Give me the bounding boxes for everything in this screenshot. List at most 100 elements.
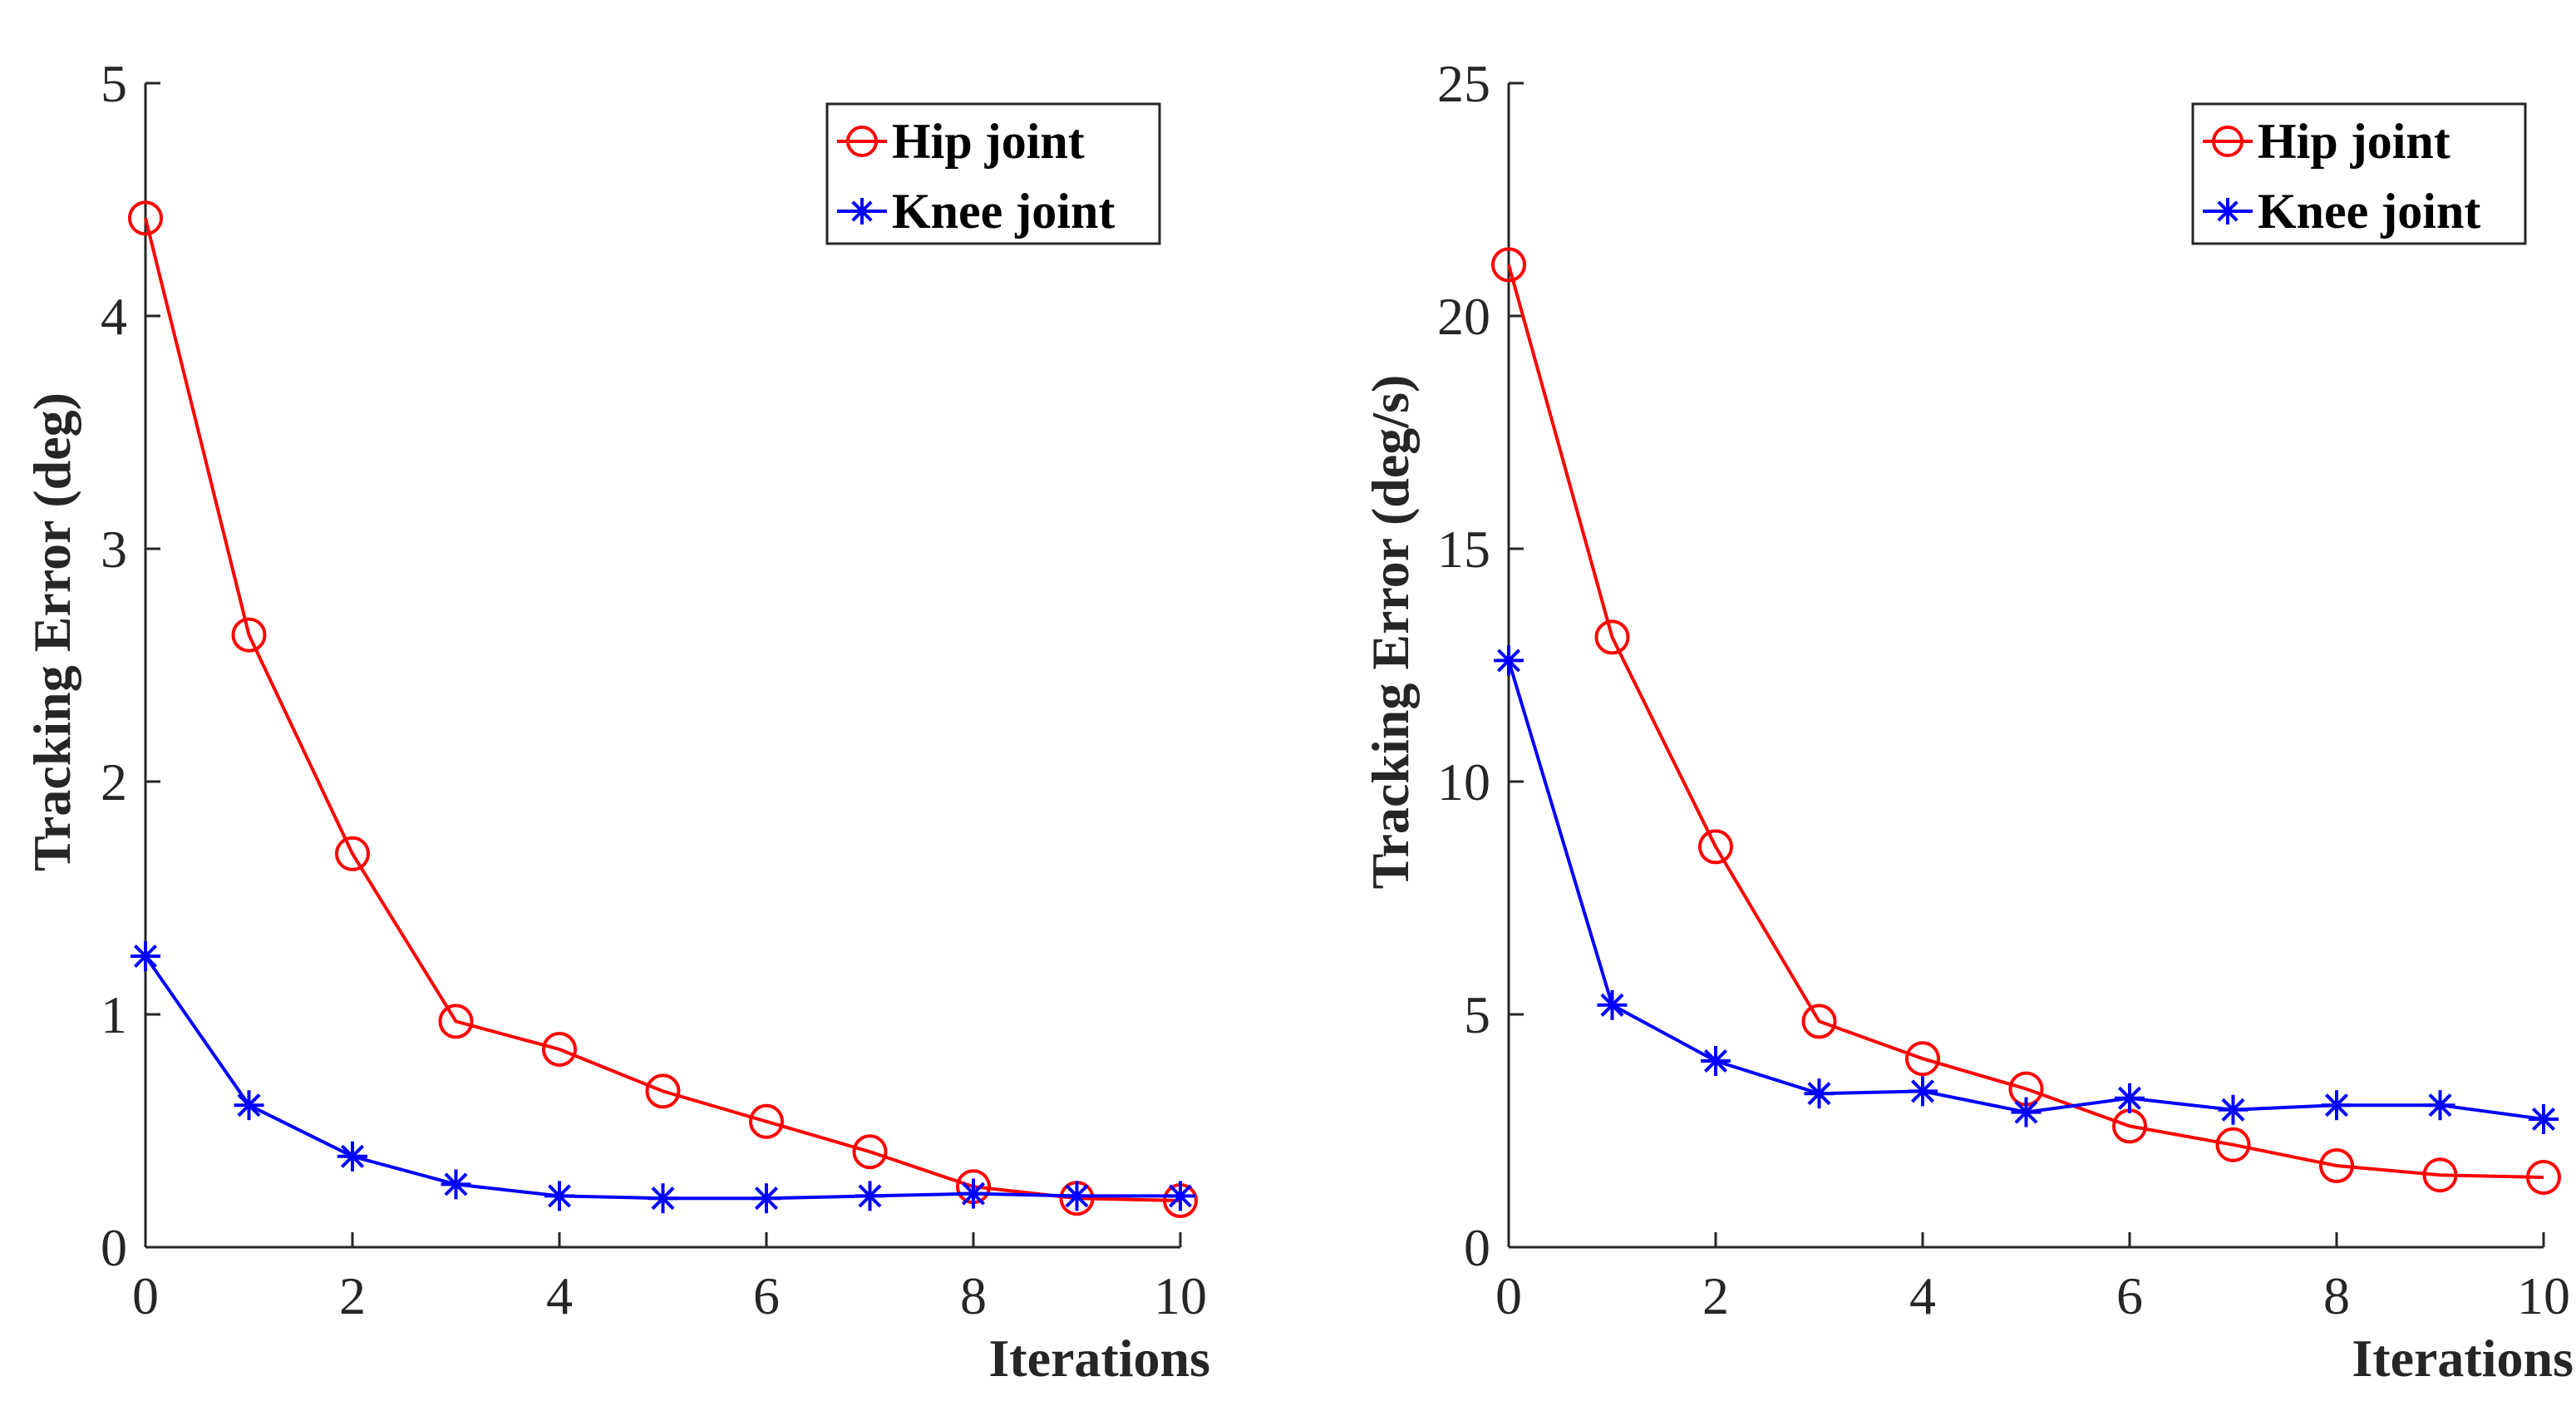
x-tick-label: 6 bbox=[753, 1266, 780, 1325]
x-tick-label: 4 bbox=[546, 1266, 573, 1325]
marker-stroke bbox=[1600, 993, 1624, 1017]
x-tick-label: 0 bbox=[1495, 1266, 1522, 1325]
data-point bbox=[1594, 619, 1630, 655]
data-point bbox=[441, 1169, 471, 1200]
marker-stroke bbox=[1168, 1184, 1193, 1208]
data-point bbox=[231, 617, 267, 653]
data-point bbox=[544, 1181, 574, 1211]
data-point bbox=[2215, 1127, 2251, 1162]
marker-stroke bbox=[1703, 1048, 1728, 1073]
data-point bbox=[958, 1178, 988, 1209]
data-point bbox=[128, 200, 163, 236]
data-point bbox=[1165, 1181, 1195, 1211]
marker-stroke bbox=[1807, 1082, 1831, 1106]
x-tick-label: 8 bbox=[2323, 1266, 2350, 1325]
marker-stroke bbox=[2324, 1093, 2349, 1117]
x-tick-label: 10 bbox=[2517, 1266, 2570, 1325]
data-point bbox=[1491, 247, 1526, 283]
data-point bbox=[852, 1134, 888, 1170]
data-point bbox=[2319, 1148, 2354, 1183]
marker-stroke bbox=[547, 1184, 572, 1208]
y-tick-label: 5 bbox=[101, 54, 127, 113]
y-axis-label: Tracking Error (deg/s) bbox=[1361, 375, 1420, 890]
data-point bbox=[855, 1181, 885, 1211]
series-line bbox=[144, 217, 1181, 1202]
y-tick-label: 0 bbox=[101, 1218, 127, 1277]
legend-item: Knee joint bbox=[837, 184, 1115, 239]
legend-item: Knee joint bbox=[2203, 184, 2480, 239]
series-line bbox=[1507, 264, 2544, 1179]
y-axis-label: Tracking Error (deg) bbox=[22, 392, 81, 871]
marker-stroke bbox=[133, 944, 158, 969]
marker-stroke bbox=[1910, 1079, 1935, 1103]
data-point bbox=[749, 1103, 784, 1139]
legend-label: Hip joint bbox=[892, 114, 1085, 169]
legend-label: Knee joint bbox=[2258, 184, 2480, 239]
series-hip-joint bbox=[128, 200, 1198, 1218]
legend-label: Knee joint bbox=[892, 184, 1115, 239]
x-tick-label: 10 bbox=[1154, 1266, 1207, 1325]
marker-stroke bbox=[237, 1093, 261, 1117]
legend-item: Hip joint bbox=[2203, 114, 2450, 169]
marker-stroke bbox=[2117, 1086, 2142, 1110]
data-point bbox=[2322, 1090, 2352, 1121]
marker-stroke bbox=[851, 200, 873, 222]
data-point bbox=[2218, 1094, 2248, 1125]
data-point bbox=[335, 836, 370, 871]
data-point bbox=[1597, 989, 1628, 1020]
y-tick-label: 20 bbox=[1437, 287, 1490, 346]
x-tick-label: 0 bbox=[132, 1266, 159, 1325]
legend-marker bbox=[849, 198, 875, 224]
data-point bbox=[1701, 1046, 1731, 1076]
marker-stroke bbox=[2428, 1093, 2452, 1117]
marker-stroke bbox=[1065, 1184, 1089, 1208]
x-axis-label: Iterations bbox=[988, 1329, 1210, 1388]
data-point bbox=[1804, 1078, 1835, 1109]
y-tick-label: 3 bbox=[101, 520, 127, 579]
marker-stroke bbox=[651, 1186, 675, 1211]
legend-marker bbox=[846, 126, 878, 157]
marker-stroke bbox=[444, 1172, 468, 1196]
data-point bbox=[542, 1032, 577, 1067]
y-tick-label: 5 bbox=[1464, 985, 1490, 1044]
y-tick-label: 15 bbox=[1437, 520, 1490, 579]
data-point bbox=[751, 1183, 781, 1214]
data-point bbox=[438, 1004, 474, 1039]
series-line bbox=[144, 955, 1180, 1201]
marker-stroke bbox=[2217, 200, 2239, 222]
data-point bbox=[1494, 645, 1524, 676]
x-tick-label: 2 bbox=[1702, 1266, 1729, 1325]
y-tick-label: 1 bbox=[101, 985, 127, 1044]
data-point bbox=[645, 1073, 681, 1109]
marker-stroke bbox=[2014, 1100, 2038, 1124]
legend: Hip joint Knee joint bbox=[2191, 102, 2527, 245]
data-point bbox=[1801, 1004, 1837, 1039]
y-tick-label: 25 bbox=[1437, 54, 1490, 113]
marker-stroke bbox=[754, 1186, 779, 1211]
marker-stroke bbox=[2531, 1107, 2556, 1132]
x-tick-label: 2 bbox=[339, 1266, 366, 1325]
data-point bbox=[2011, 1097, 2042, 1127]
series-knee-joint bbox=[131, 941, 1195, 1214]
marker-stroke bbox=[858, 1184, 882, 1208]
marker-stroke bbox=[1496, 649, 1521, 673]
y-tick-label: 0 bbox=[1464, 1218, 1490, 1277]
data-point bbox=[2115, 1083, 2145, 1113]
legend: Hip joint Knee joint bbox=[825, 102, 1161, 245]
y-tick-label: 10 bbox=[1437, 752, 1490, 812]
x-tick-label: 6 bbox=[2116, 1266, 2143, 1325]
data-point bbox=[2422, 1157, 2458, 1193]
legend-label: Hip joint bbox=[2258, 114, 2450, 169]
x-tick-label: 8 bbox=[960, 1266, 987, 1325]
data-point bbox=[648, 1183, 678, 1214]
data-point bbox=[2529, 1104, 2559, 1134]
x-axis-label: Iterations bbox=[2352, 1329, 2574, 1388]
marker-stroke bbox=[2221, 1098, 2245, 1122]
data-point bbox=[131, 941, 160, 971]
legend-box bbox=[825, 102, 1161, 245]
data-point bbox=[1908, 1076, 1938, 1107]
data-point bbox=[2526, 1160, 2561, 1195]
series-knee-joint bbox=[1494, 645, 2559, 1134]
